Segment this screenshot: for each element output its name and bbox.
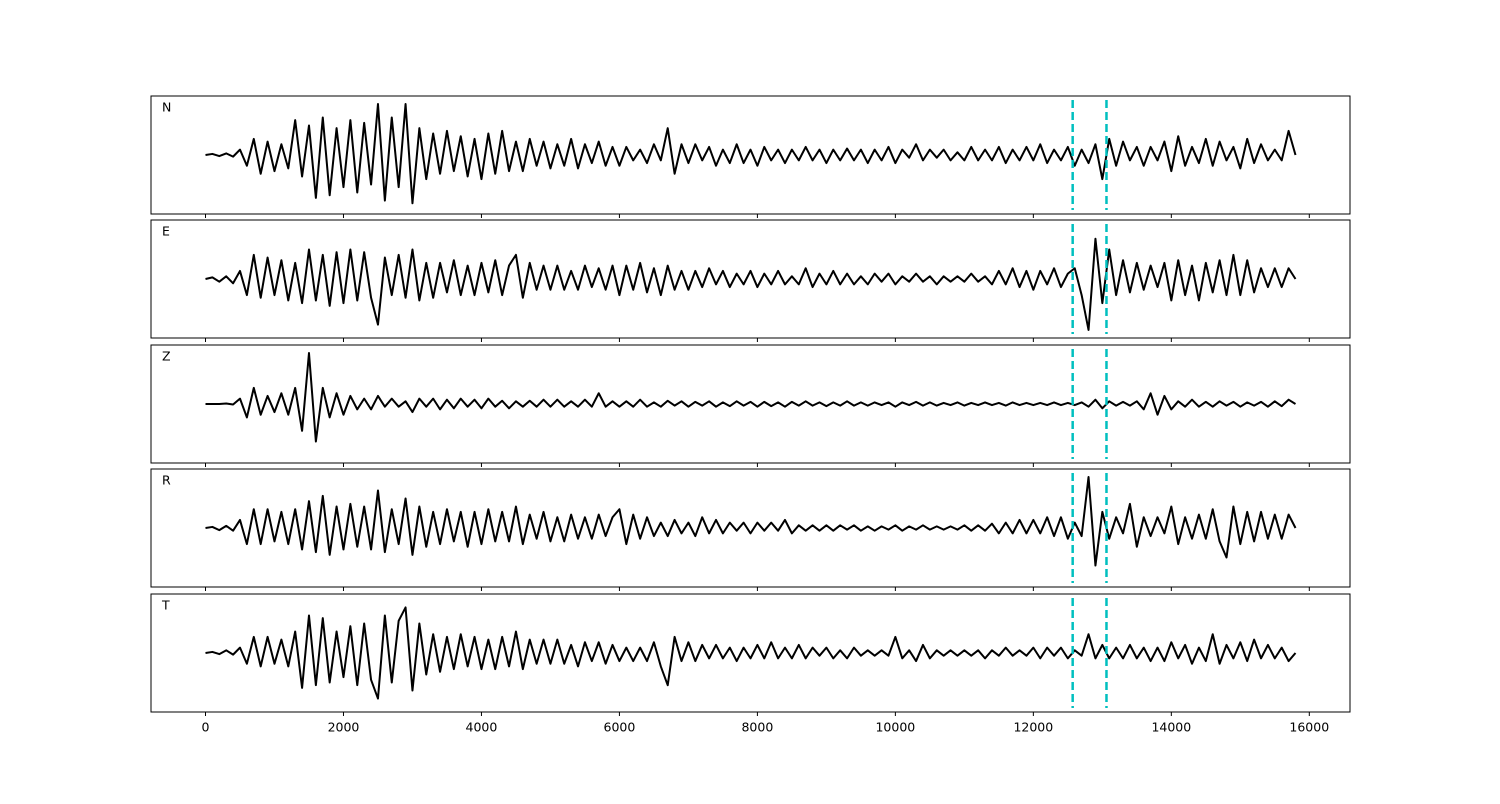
- panel-frame: [150, 344, 1351, 464]
- waveform: [205, 476, 1297, 567]
- panel-frame: [150, 468, 1351, 588]
- x-tick-label: 0: [202, 720, 210, 735]
- panel-frame: [150, 219, 1351, 339]
- x-tick-label: 6000: [604, 720, 636, 735]
- panel-label: Z: [162, 349, 171, 364]
- panel-label: N: [162, 100, 171, 115]
- x-tick-label: 16000: [1289, 720, 1329, 735]
- x-tick-label: 8000: [741, 720, 773, 735]
- waveform: [205, 606, 1297, 700]
- x-tick-label: 12000: [1013, 720, 1053, 735]
- panel-frame: [150, 593, 1351, 713]
- x-tick-label: 10000: [875, 720, 915, 735]
- x-tick-label: 14000: [1151, 720, 1191, 735]
- panel-label: T: [161, 598, 170, 613]
- waveform: [205, 352, 1297, 443]
- panel-frame: [150, 95, 1351, 215]
- panel-label: E: [162, 224, 170, 239]
- waveform: [205, 103, 1297, 205]
- x-tick-label: 2000: [328, 720, 360, 735]
- x-tick-label: 4000: [466, 720, 498, 735]
- panel-label: R: [162, 473, 171, 488]
- waveform: [205, 237, 1297, 331]
